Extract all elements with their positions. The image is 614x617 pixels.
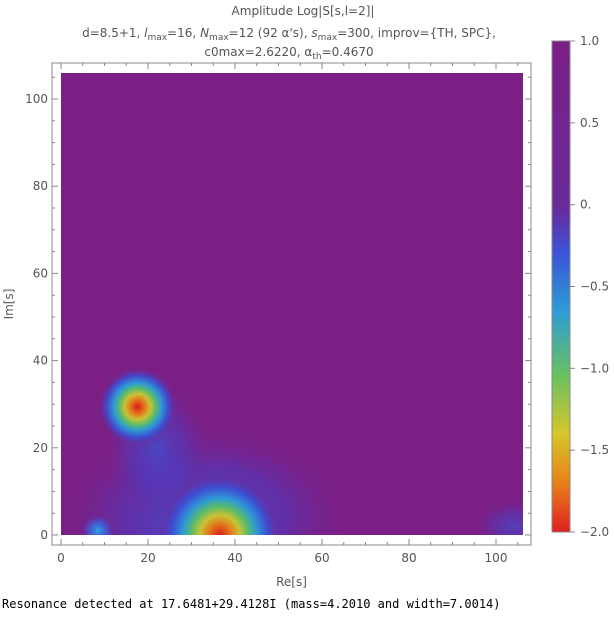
colorbar-tick-label: 1.0 — [580, 34, 599, 48]
y-tick-label: 20 — [33, 441, 48, 455]
chart-subtitle-line-2: d=8.5+1, lmax=16, Nmax=12 (92 α's), smax… — [82, 26, 496, 43]
y-tick-label: 60 — [33, 266, 48, 280]
heatmap-minimum — [157, 473, 282, 535]
colorbar — [551, 40, 571, 533]
y-tick-label: 80 — [33, 179, 48, 193]
y-axis-label: Im[s] — [2, 289, 16, 320]
y-axis: 0 20 40 60 80 100 — [25, 76, 531, 542]
colorbar-tick-label: −1.5 — [580, 443, 609, 457]
x-tick-label: 0 — [57, 551, 65, 565]
y-tick-label: 0 — [40, 528, 48, 542]
colorbar-tick-label: 0. — [580, 198, 591, 212]
colorbar-tick-label: −1.0 — [580, 361, 609, 375]
x-axis: 0 20 40 60 80 100 — [57, 63, 519, 565]
heatmap-minimum — [79, 512, 116, 535]
colorbar-tick-label: −2.0 — [580, 525, 609, 539]
y-tick-label: 40 — [33, 354, 48, 368]
chart: Amplitude Log|S[s,l=2]| d=8.5+1, lmax=16… — [2, 4, 609, 589]
heatmap-haze — [473, 498, 523, 535]
x-tick-label: 60 — [314, 551, 329, 565]
x-tick-label: 100 — [485, 551, 508, 565]
plot-frame — [51, 62, 532, 546]
heatmap-minimum — [97, 366, 178, 447]
x-tick-label: 80 — [401, 551, 416, 565]
resonance-status-text: Resonance detected at 17.6481+29.4128I (… — [2, 597, 501, 611]
colorbar-ticks: 1.0 0.5 0. −0.5 −1.0 −1.5 −2.0 — [570, 34, 609, 539]
chart-subtitle-line-3: c0max=2.6220, αth=0.4670 — [204, 45, 373, 62]
x-tick-label: 20 — [140, 551, 155, 565]
heatmap-layer — [61, 73, 523, 535]
colorbar-tick-label: 0.5 — [580, 116, 599, 130]
y-tick-label: 100 — [25, 92, 48, 106]
x-axis-label: Re[s] — [276, 575, 307, 589]
chart-title: Amplitude Log|S[s,l=2]| — [232, 4, 375, 18]
x-tick-label: 40 — [227, 551, 242, 565]
colorbar-tick-label: −0.5 — [580, 280, 609, 294]
